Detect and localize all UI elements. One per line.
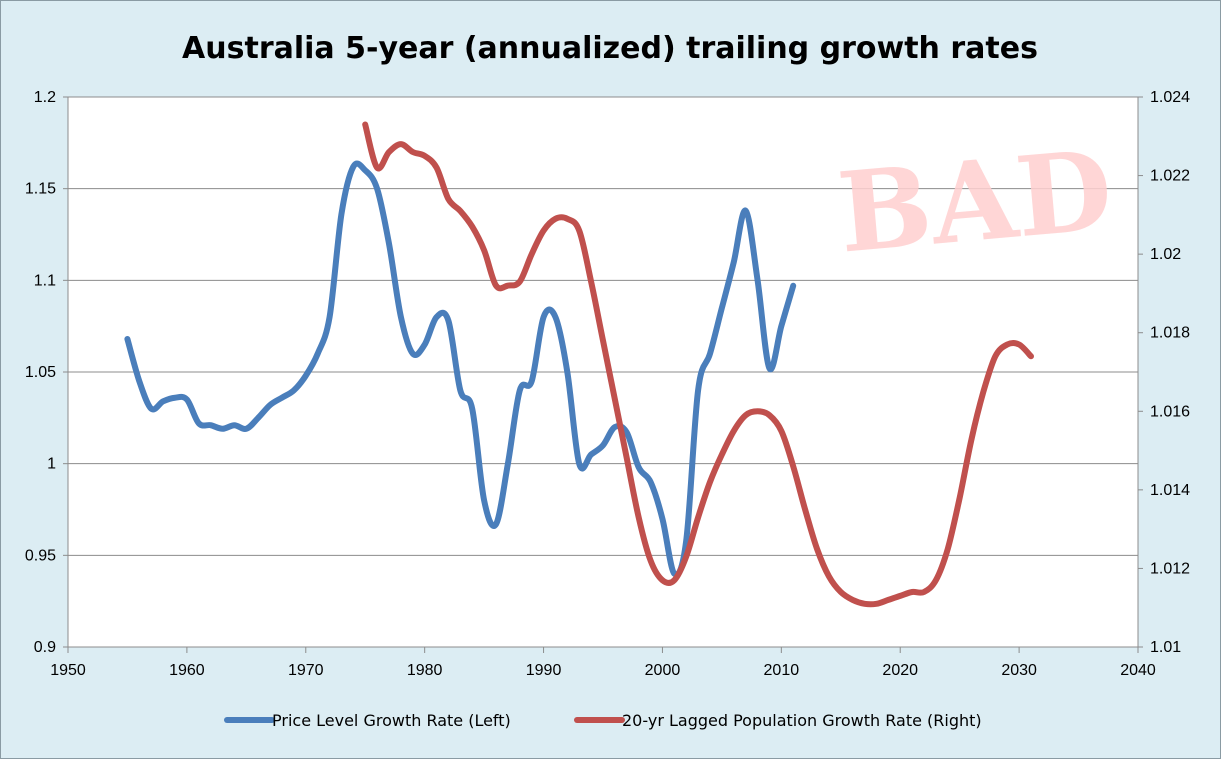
chart-title: Australia 5-year (annualized) trailing g… (182, 31, 1038, 66)
x-tick-label: 2040 (1120, 662, 1156, 679)
y-right-tick-label: 1.016 (1150, 403, 1190, 420)
x-tick-label: 2010 (764, 662, 800, 679)
x-tick-label: 2000 (645, 662, 681, 679)
y-right-tick-label: 1.01 (1150, 639, 1181, 656)
x-tick-label: 1980 (407, 662, 443, 679)
x-tick-label: 1960 (169, 662, 205, 679)
x-tick-label: 2030 (1001, 662, 1037, 679)
y-left-tick-label: 1.15 (25, 181, 56, 198)
axes: 0.9 0.95 1 1.05 1.1 1.15 1.2 1.01 1.012 1.014 1.01… (25, 89, 1190, 679)
x-tick-label: 1990 (526, 662, 562, 679)
y-left-tick-label: 1.2 (34, 89, 56, 106)
y-right-tick-label: 1.012 (1150, 560, 1190, 577)
legend: Price Level Growth Rate (Left) 20-yr Lagg… (224, 711, 982, 730)
y-left-tick-label: 1.05 (25, 364, 56, 381)
y-right-tick-label: 1.014 (1150, 482, 1190, 499)
y-right-tick-label: 1.018 (1150, 325, 1190, 342)
y-left-tick-label: 0.9 (34, 639, 56, 656)
x-tick-label: 1950 (50, 662, 86, 679)
y-right-tick-label: 1.022 (1150, 168, 1190, 185)
gridlines (68, 96, 1138, 648)
series-lines (124, 121, 1034, 608)
x-tick-label: 2020 (882, 662, 918, 679)
y-right-tick-label: 1.02 (1150, 246, 1181, 263)
bad-watermark: BAD (833, 125, 1117, 277)
series-line-price-level (124, 160, 797, 578)
y-left-tick-label: 0.95 (25, 547, 56, 564)
legend-label: Price Level Growth Rate (Left) (272, 711, 511, 730)
y-left-tick-label: 1.1 (34, 272, 56, 289)
x-tick-label: 1970 (288, 662, 324, 679)
series-line-population (362, 121, 1034, 608)
y-right-tick-label: 1.024 (1150, 89, 1190, 106)
y-left-tick-label: 1 (47, 456, 56, 473)
legend-label: 20-yr Lagged Population Growth Rate (Rig… (622, 711, 982, 730)
